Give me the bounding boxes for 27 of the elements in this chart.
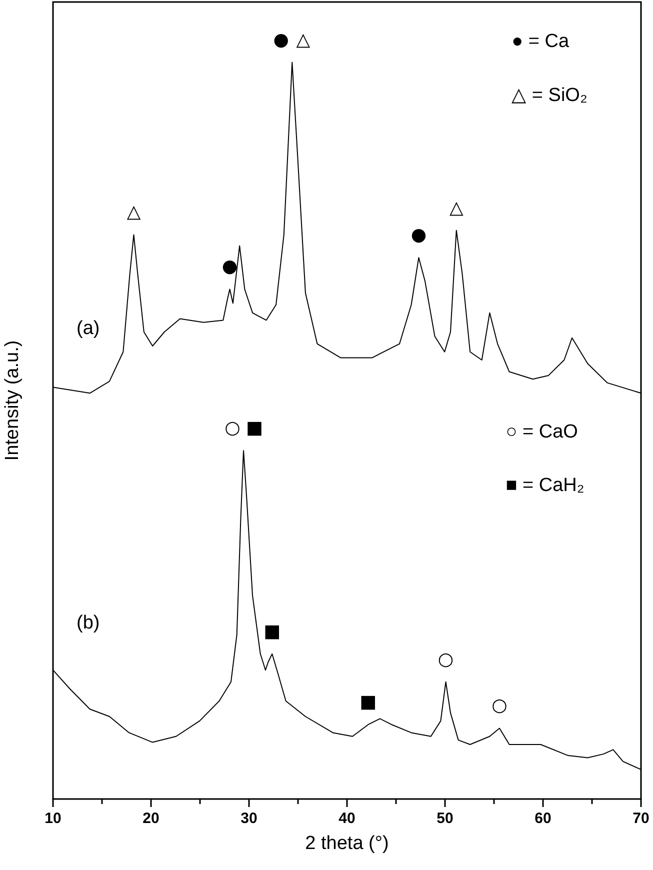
x-axis-title: 2 theta (°) [305, 833, 389, 854]
annotation: ■ [360, 692, 377, 713]
annotation: ■ = CaH₂ [506, 474, 584, 496]
annotation: ■ [246, 418, 264, 439]
x-tick-label: 40 [338, 810, 356, 827]
annotation: △ = SiO₂ [512, 85, 588, 106]
annotation: ● [222, 256, 238, 278]
y-axis-title: Intensity (a.u.) [2, 340, 23, 461]
annotation: (a) [76, 318, 100, 339]
x-tick-label: 60 [534, 810, 552, 827]
annotation: ○ = CaO [506, 421, 578, 442]
annotation: (b) [76, 612, 100, 634]
annotation: ○ [492, 695, 508, 716]
annotation: ○ [224, 418, 240, 439]
text: ● = Ca [512, 30, 570, 52]
annotation: ○ [438, 648, 454, 670]
x-tick-label: 50 [436, 810, 454, 827]
annotation: ■ [264, 620, 281, 642]
annotation: △ [449, 197, 464, 218]
x-tick-label: 20 [142, 810, 160, 827]
annotation: ● [273, 29, 289, 50]
annotation: △ [296, 29, 310, 50]
annotation: ● [410, 224, 427, 246]
x-tick-label: 70 [632, 810, 650, 827]
annotation: △ [126, 202, 141, 223]
x-tick-label: 10 [44, 810, 62, 827]
x-tick-label: 30 [240, 810, 258, 827]
